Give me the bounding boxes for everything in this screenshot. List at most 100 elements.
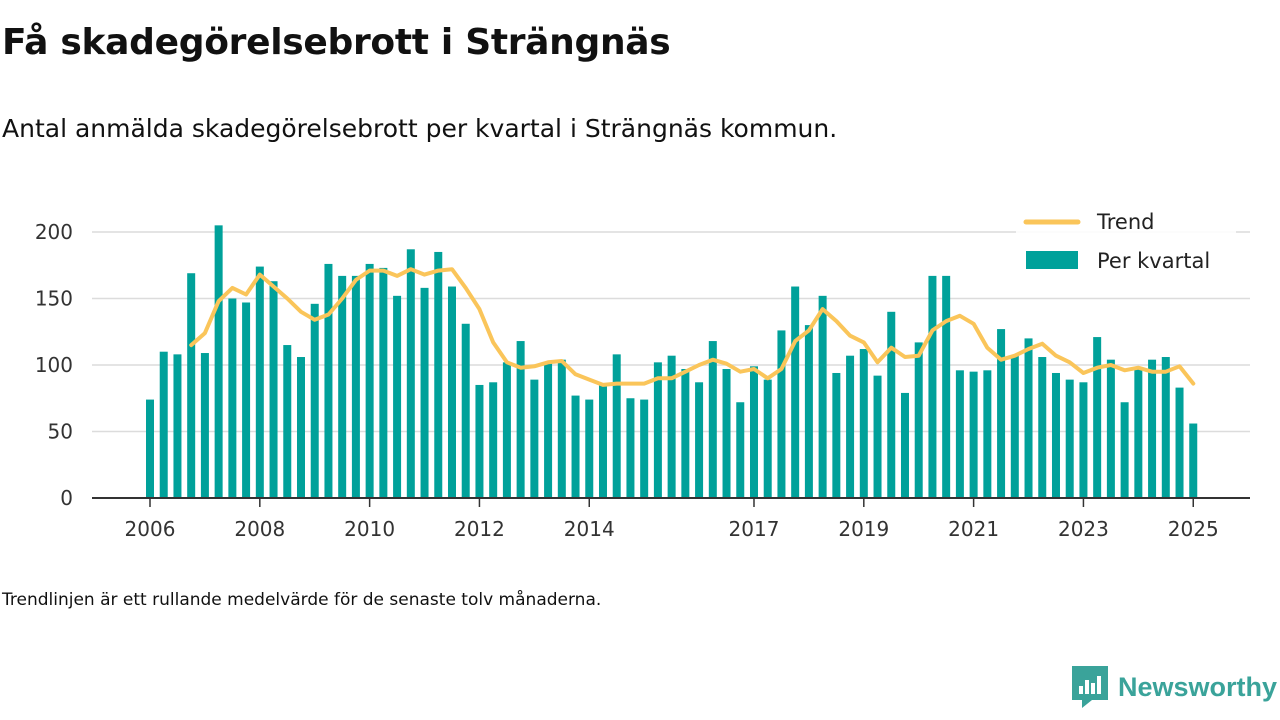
bar — [1079, 382, 1088, 498]
bar — [296, 357, 305, 498]
bar — [200, 353, 209, 498]
x-tick-label: 2010 — [344, 517, 395, 541]
x-tick-label: 2014 — [564, 517, 615, 541]
x-tick-label: 2023 — [1058, 517, 1109, 541]
bar — [777, 330, 786, 498]
bar — [489, 382, 498, 498]
bar — [955, 370, 964, 498]
bar — [1051, 372, 1060, 498]
bar — [351, 275, 360, 498]
bar — [928, 275, 937, 498]
bar — [722, 368, 731, 498]
y-tick-label: 0 — [60, 486, 73, 510]
bar — [544, 362, 553, 498]
bar — [598, 384, 607, 498]
bar — [695, 382, 704, 498]
legend-trend-label: Trend — [1096, 210, 1154, 234]
bar — [242, 302, 251, 498]
y-tick-label: 100 — [35, 353, 73, 377]
y-tick-label: 200 — [35, 220, 73, 244]
trend-layer — [189, 267, 1196, 387]
bar — [1093, 337, 1102, 498]
footnote: Trendlinjen är ett rullande medelvärde f… — [2, 590, 602, 610]
bar — [420, 287, 429, 498]
bar — [1161, 357, 1170, 498]
bar — [887, 311, 896, 498]
bar — [461, 323, 470, 498]
newsworthy-logo-text: Newsworthy — [1118, 671, 1278, 702]
bar — [1120, 402, 1129, 498]
bar — [969, 371, 978, 498]
y-tick-label: 50 — [48, 420, 73, 444]
bar — [763, 379, 772, 498]
bar — [1106, 359, 1115, 498]
chart-subtitle: Antal anmälda skadegörelsebrott per kvar… — [2, 114, 838, 143]
bar — [502, 362, 511, 498]
bar — [1065, 379, 1074, 498]
bar — [269, 281, 278, 498]
x-tick-label: 2025 — [1168, 517, 1219, 541]
newsworthy-logo-icon — [1072, 666, 1108, 708]
bar — [667, 355, 676, 498]
axes: 0 50 100 150 200 2006 2008 2010 2012 2014 2017 2019… — [35, 220, 1250, 541]
bar — [612, 354, 621, 498]
bar — [1189, 423, 1198, 498]
bar — [942, 275, 951, 498]
bar — [557, 359, 566, 498]
bar — [640, 399, 649, 498]
x-tick-label: 2019 — [838, 517, 889, 541]
x-tick-label: 2008 — [234, 517, 285, 541]
bar — [804, 325, 813, 498]
legend-bar-swatch — [1026, 251, 1078, 269]
bar — [187, 273, 196, 498]
bar — [283, 345, 292, 498]
bar — [1148, 359, 1157, 498]
bar — [791, 286, 800, 498]
bar — [585, 399, 594, 498]
bar — [736, 402, 745, 498]
bar — [997, 329, 1006, 498]
x-tick-label: 2021 — [948, 517, 999, 541]
chart-title: Få skadegörelsebrott i Strängnäs — [2, 22, 671, 63]
bar — [983, 370, 992, 498]
bar — [214, 225, 223, 498]
bar — [228, 298, 237, 498]
bar — [832, 372, 841, 498]
bar — [146, 399, 154, 498]
bar — [1175, 387, 1184, 498]
bar — [749, 366, 758, 498]
bar — [900, 392, 909, 498]
newsworthy-logo: Newsworthy — [1072, 666, 1277, 708]
legend: Trend Per kvartal — [1016, 208, 1236, 284]
bar — [1010, 355, 1019, 498]
bar — [393, 295, 402, 498]
bar — [846, 355, 855, 498]
bar — [681, 368, 690, 498]
bar — [173, 354, 182, 498]
bar — [859, 349, 868, 498]
bar — [1024, 338, 1033, 498]
bar — [1134, 367, 1143, 498]
trend-line — [189, 267, 1196, 387]
bar — [708, 341, 717, 498]
bar — [434, 251, 443, 498]
bars — [146, 225, 1198, 498]
bar-chart: 0 50 100 150 200 2006 2008 2010 2012 2014 2017 2019… — [35, 208, 1250, 541]
bar — [914, 342, 923, 498]
bar — [447, 286, 456, 498]
bar — [310, 303, 319, 498]
bar — [159, 351, 168, 498]
x-tick-label: 2012 — [454, 517, 505, 541]
x-tick-label: 2006 — [125, 517, 176, 541]
bar — [626, 398, 635, 498]
bar — [530, 379, 539, 498]
bar — [365, 263, 374, 498]
x-tick-label: 2017 — [729, 517, 780, 541]
bar — [571, 395, 580, 498]
bar — [338, 275, 347, 498]
y-tick-label: 150 — [35, 287, 73, 311]
bar — [873, 375, 882, 498]
bar — [1038, 357, 1047, 498]
bar — [324, 263, 333, 498]
bar — [406, 249, 415, 498]
